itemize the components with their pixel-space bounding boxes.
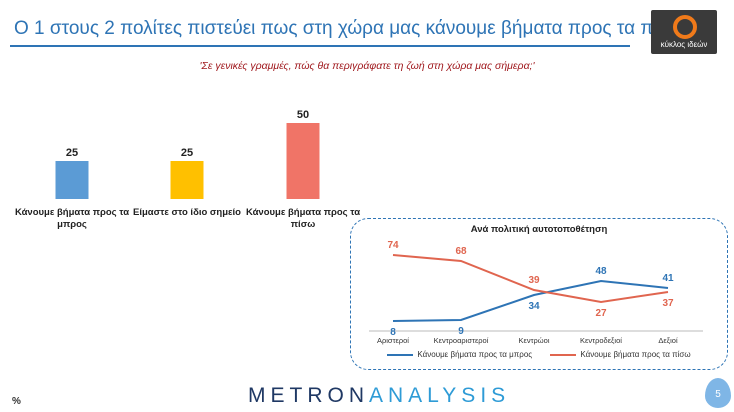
bar-value-label: 50 (297, 109, 309, 121)
data-label: 27 (595, 308, 607, 319)
legend-item-backward: Κάνουμε βήματα προς τα πίσω (550, 350, 691, 359)
legend-label-backward: Κάνουμε βήματα προς τα πίσω (580, 350, 691, 359)
line-chart: Αριστεροί Κεντροαριστεροί Κεντρώοι Κεντροδε… (369, 240, 703, 345)
percent-unit-label: % (12, 396, 21, 407)
bar-category-label: Είμαστε στο ίδιο σημείο (133, 207, 241, 218)
legend-swatch-backward (550, 353, 577, 356)
bar (55, 161, 89, 199)
bar-value-label: 25 (181, 147, 193, 159)
data-label: 9 (458, 326, 464, 337)
line-chart-title: Ανά πολιτική αυτοτοποθέτηση (470, 224, 608, 235)
kyklos-ideon-logo: κύκλος ιδεών (651, 10, 717, 54)
series-line (392, 254, 669, 304)
bar-category-label: Κάνουμε βήματα προς τα πίσω (245, 207, 361, 230)
data-label: 48 (595, 266, 607, 277)
logo-ring-icon (673, 15, 697, 39)
data-label: 41 (662, 273, 674, 284)
data-label: 74 (387, 240, 399, 251)
brand-part-analysis: ANALYSIS (369, 384, 511, 407)
x-tick-label: Δεξιοί (658, 336, 678, 345)
title-divider (10, 45, 630, 47)
line-chart-panel: Ανά πολιτική αυτοτοποθέτηση Αριστεροί Κεν… (350, 218, 728, 370)
bar (286, 123, 320, 199)
bar (170, 161, 204, 199)
data-label: 37 (662, 298, 674, 309)
brand-part-metron: METRON (248, 384, 369, 407)
logo-text: κύκλος ιδεών (660, 40, 708, 49)
x-tick-label: Αριστεροί (377, 336, 409, 345)
bar-value-label: 25 (66, 147, 78, 159)
data-label: 34 (528, 301, 540, 312)
legend-swatch-forward (387, 353, 414, 356)
bar-chart: 25 25 50 (55, 109, 320, 199)
series-line (392, 279, 669, 322)
data-label: 8 (390, 327, 396, 338)
legend-item-forward: Κάνουμε βήματα προς τα μπρος (387, 350, 532, 359)
line-chart-legend: Κάνουμε βήματα προς τα μπρος Κάνουμε βήμ… (351, 350, 727, 359)
question-subtitle: 'Σε γενικές γραμμές, πώς θα περιγράφατε … (199, 60, 535, 72)
x-tick-label: Κεντρώοι (518, 336, 549, 345)
page-title: Ο 1 στους 2 πολίτες πιστεύει πως στη χώρ… (14, 18, 685, 39)
data-label: 39 (528, 275, 540, 286)
x-tick-label: Κεντροδεξιοί (580, 336, 622, 345)
x-tick-label: Κεντροαριστεροί (434, 336, 489, 345)
bar-category-label: Κάνουμε βήματα προς τα μπρος (14, 207, 130, 230)
data-label: 68 (455, 246, 467, 257)
page-number-badge: 5 (705, 378, 731, 408)
metron-analysis-brand: METRONANALYSIS (248, 384, 510, 408)
legend-label-forward: Κάνουμε βήματα προς τα μπρος (417, 350, 533, 359)
